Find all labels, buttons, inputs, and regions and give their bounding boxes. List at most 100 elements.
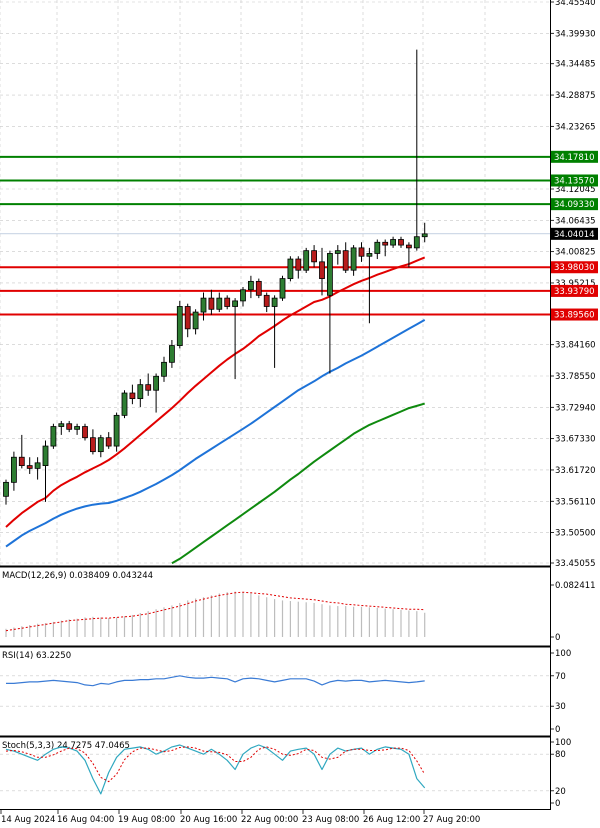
candle: [121, 390, 128, 419]
rsi-tick-label: 100: [555, 649, 571, 659]
candle: [350, 245, 357, 276]
candle-body: [58, 423, 65, 427]
candle: [334, 245, 341, 265]
stoch-label: Stoch(5,3,3) 24.7275 47.0465: [2, 741, 130, 751]
x-tick-label: 20 Aug 16:00: [180, 815, 237, 825]
candle-body: [42, 445, 49, 467]
stoch-d-line: [5, 746, 426, 783]
stoch-tick-label: 20: [555, 787, 566, 797]
candle-body: [405, 244, 412, 249]
candle: [176, 300, 183, 349]
candle-body: [82, 426, 88, 439]
candle: [319, 247, 325, 296]
time-axis: 14 Aug 2024 16 Aug 04:00 19 Aug 08:00 20 Au…: [0, 810, 480, 825]
resistance-level-tag: [551, 198, 598, 211]
candle-body: [18, 456, 25, 467]
candle-body: [113, 414, 120, 447]
candle-body: [145, 384, 152, 391]
candle: [113, 412, 120, 452]
y-tick-label: 34.00825: [555, 248, 596, 258]
candle: [90, 429, 96, 455]
candle-body: [287, 258, 294, 279]
candle: [50, 423, 57, 449]
candle-body: [216, 297, 223, 310]
candle: [413, 49, 420, 251]
candle-body: [121, 392, 128, 416]
candle: [342, 242, 349, 273]
candle-body: [137, 384, 144, 400]
y-tick-label: 33.61720: [555, 466, 596, 476]
candle-body: [192, 311, 199, 330]
rsi-tick-label: 30: [555, 702, 566, 712]
macd-label: MACD(12,26,9) 0.038409 0.043244: [2, 571, 153, 581]
rsi-panel: RSI(14) 63.2250: [0, 651, 550, 707]
candle: [405, 242, 412, 268]
resistance-level-label: 34.17810: [554, 153, 595, 163]
y-tick-label: 33.67330: [555, 435, 596, 445]
y-tick-label: 34.39930: [555, 29, 596, 39]
candle-body: [263, 294, 270, 307]
x-tick-label: 19 Aug 08:00: [118, 815, 175, 825]
x-tick-label: 14 Aug 2024: [1, 815, 55, 825]
candle-body: [255, 280, 262, 296]
ma-red-line: [5, 256, 426, 528]
candle-body: [366, 253, 373, 257]
candle: [58, 420, 65, 435]
candle: [3, 479, 9, 505]
candle: [97, 434, 104, 458]
candle-body: [342, 250, 349, 271]
y-tick-label: 34.45540: [555, 0, 596, 8]
resistance-level-label: 34.13570: [554, 176, 595, 186]
y-tick-label: 33.78550: [555, 372, 596, 382]
y-tick-label: 33.50500: [555, 529, 596, 539]
candle: [255, 278, 262, 299]
candle: [42, 440, 49, 502]
candle-body: [350, 247, 357, 271]
x-tick-label: 27 Aug 20:00: [423, 815, 480, 825]
candle: [421, 222, 428, 243]
candle: [153, 373, 160, 413]
main-grid: [0, 0, 550, 566]
candle-body: [295, 258, 302, 271]
candle-body: [161, 361, 167, 377]
candle: [26, 457, 33, 474]
candle: [168, 339, 175, 368]
candle: [271, 295, 278, 368]
y-tick-label: 34.12045: [555, 185, 596, 195]
support-level-tag: [551, 261, 598, 274]
candle-body: [390, 239, 397, 246]
ma-blue-line: [5, 319, 426, 548]
candle: [263, 292, 270, 313]
candle-body: [153, 375, 160, 391]
rsi-label: RSI(14) 63.2250: [2, 651, 71, 661]
moving-averages: [5, 256, 426, 565]
candle: [326, 250, 333, 374]
candlesticks: [3, 49, 428, 505]
candle: [161, 356, 167, 382]
y-tick-label: 33.56110: [555, 497, 596, 507]
candle: [279, 275, 286, 301]
candle: [184, 303, 191, 338]
candle-body: [10, 456, 17, 483]
candle: [145, 373, 152, 396]
x-tick-label: 16 Aug 04:00: [57, 815, 114, 825]
stoch-panel: Stoch(5,3,3) 24.7275 47.0465: [0, 741, 550, 795]
candle-body: [311, 250, 318, 263]
candle-body: [279, 278, 286, 299]
resistance-level-tag: [551, 174, 598, 187]
y-tick-label: 34.23265: [555, 122, 596, 132]
candle-body: [74, 426, 80, 430]
candle-body: [334, 250, 341, 254]
candle: [137, 379, 144, 407]
candle-body: [413, 236, 420, 249]
candle-body: [168, 345, 175, 363]
candle: [311, 245, 318, 268]
axes: 34.45540 34.39930 34.34485 34.28875 34.23265…: [550, 0, 598, 809]
candle: [208, 289, 215, 315]
candle: [105, 432, 112, 449]
candle-body: [319, 261, 325, 279]
candle: [240, 286, 246, 307]
y-tick-label: 34.28875: [555, 91, 596, 101]
candle-body: [176, 306, 183, 346]
candle-body: [398, 239, 404, 246]
